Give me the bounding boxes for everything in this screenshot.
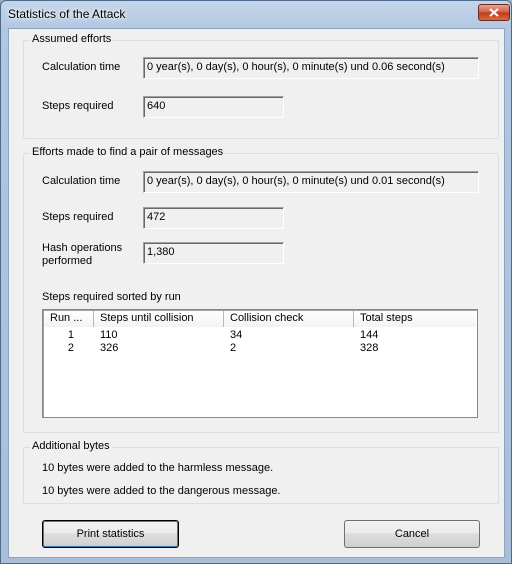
assumed-steps-label: Steps required: [42, 100, 114, 112]
dialog-client-area: Assumed efforts Calculation time 0 year(…: [8, 28, 505, 558]
assumed-steps-field: 640: [143, 96, 284, 118]
steps-sorted-label: Steps required sorted by run: [42, 291, 181, 303]
close-icon: [489, 8, 499, 17]
made-calc-time-field: 0 year(s), 0 day(s), 0 hour(s), 0 minute…: [143, 171, 479, 193]
efforts-made-label: Efforts made to find a pair of messages: [30, 146, 226, 158]
hash-operations-label-line2: performed: [42, 255, 93, 267]
additional-bytes-group: Additional bytes: [23, 440, 499, 504]
harmless-bytes-text: 10 bytes were added to the harmless mess…: [42, 462, 274, 474]
made-steps-field: 472: [143, 207, 284, 229]
hash-operations-field: 1,380: [143, 242, 284, 264]
table-cell-collision-check: 2: [230, 342, 237, 354]
additional-bytes-label: Additional bytes: [30, 440, 112, 452]
efforts-made-group: Efforts made to find a pair of messages: [23, 146, 499, 433]
table-cell-steps-until-collision: 110: [100, 329, 118, 341]
table-cell-total-steps: 144: [360, 329, 379, 341]
close-button[interactable]: [478, 4, 510, 21]
window-title: Statistics of the Attack: [8, 7, 126, 21]
cancel-button[interactable]: Cancel: [344, 520, 480, 548]
title-bar[interactable]: Statistics of the Attack: [1, 1, 511, 28]
table-cell-run: 1: [67, 329, 74, 341]
assumed-efforts-group: Assumed efforts: [23, 33, 499, 139]
column-header-collision-check[interactable]: Collision check: [224, 311, 354, 327]
table-cell-run: 2: [67, 342, 74, 354]
runs-table[interactable]: Run ... Steps until collision Collision …: [42, 309, 478, 418]
table-cell-total-steps: 328: [360, 342, 379, 354]
assumed-calc-time-label: Calculation time: [42, 61, 121, 73]
made-steps-label: Steps required: [42, 211, 114, 223]
column-header-steps-until-collision[interactable]: Steps until collision: [94, 311, 224, 327]
table-row[interactable]: 1 110 34 144: [44, 329, 464, 342]
hash-operations-label-line1: Hash operations: [42, 242, 123, 254]
table-cell-steps-until-collision: 326: [100, 342, 119, 354]
column-header-total-steps[interactable]: Total steps: [354, 311, 476, 327]
made-calc-time-label: Calculation time: [42, 175, 121, 187]
assumed-efforts-label: Assumed efforts: [30, 33, 114, 45]
table-cell-collision-check: 34: [230, 329, 243, 341]
dangerous-bytes-text: 10 bytes were added to the dangerous mes…: [42, 485, 281, 497]
runs-table-header: Run ... Steps until collision Collision …: [44, 311, 476, 327]
table-row[interactable]: 2 326 2 328: [44, 342, 464, 355]
assumed-calc-time-field: 0 year(s), 0 day(s), 0 hour(s), 0 minute…: [143, 57, 479, 79]
print-statistics-button[interactable]: Print statistics: [42, 520, 179, 548]
column-header-run[interactable]: Run ...: [44, 311, 94, 327]
